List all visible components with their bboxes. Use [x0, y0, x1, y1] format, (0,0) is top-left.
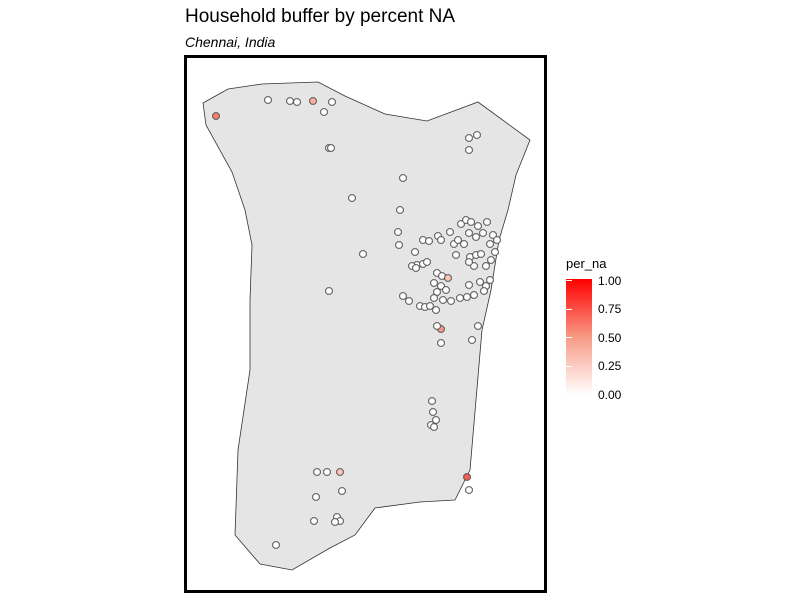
- household-buffer-point: [486, 240, 494, 248]
- household-buffers: [212, 96, 501, 549]
- plot-frame: [184, 55, 547, 593]
- household-buffer-point: [430, 423, 438, 431]
- household-buffer-point: [272, 541, 280, 549]
- household-buffer-point: [336, 468, 344, 476]
- household-buffer-point: [437, 282, 445, 290]
- household-buffer-point: [423, 258, 431, 266]
- chart-subtitle: Chennai, India: [185, 34, 276, 50]
- household-buffer-point: [491, 248, 499, 256]
- household-buffer-point: [465, 134, 473, 142]
- household-buffer-point: [463, 473, 471, 481]
- household-buffer-point: [465, 146, 473, 154]
- household-buffer-point: [429, 408, 437, 416]
- household-buffer-point: [405, 297, 413, 305]
- household-buffer-point: [432, 416, 440, 424]
- legend-tick-label: 0.00: [598, 388, 622, 402]
- household-buffer-point: [479, 229, 487, 237]
- legend-tick-label: 0.50: [598, 331, 622, 345]
- household-buffer-point: [493, 236, 501, 244]
- household-buffer-point: [476, 278, 484, 286]
- household-buffer-point: [264, 96, 272, 104]
- household-buffer-point: [312, 493, 320, 501]
- household-buffer-point: [399, 292, 407, 300]
- household-buffer-point: [331, 518, 339, 526]
- household-buffer-point: [433, 322, 441, 330]
- household-buffer-point: [465, 486, 473, 494]
- household-buffer-point: [328, 98, 336, 106]
- legend-title: per_na: [566, 256, 607, 271]
- household-buffer-point: [310, 517, 318, 525]
- household-buffer-point: [482, 262, 490, 270]
- household-buffer-point: [467, 218, 475, 226]
- household-buffer-point: [470, 291, 478, 299]
- household-buffer-point: [411, 248, 419, 256]
- household-buffer-point: [447, 297, 455, 305]
- household-buffer-point: [487, 256, 495, 264]
- household-buffer-point: [412, 264, 420, 272]
- household-buffer-point: [359, 250, 367, 258]
- household-buffer-point: [325, 287, 333, 295]
- household-buffer-point: [452, 251, 460, 259]
- legend-tickmark-025: [566, 366, 572, 367]
- household-buffer-point: [439, 296, 447, 304]
- legend-tickmark-000: [566, 394, 572, 395]
- household-buffer-point: [286, 97, 294, 105]
- household-buffer-point: [454, 236, 462, 244]
- household-buffer-point: [483, 218, 491, 226]
- household-buffer-point: [293, 98, 301, 106]
- household-buffer-point: [473, 131, 481, 139]
- household-buffer-point: [323, 468, 331, 476]
- household-buffer-point: [430, 294, 438, 302]
- legend-tickmark-050: [566, 337, 572, 338]
- chennai-boundary: [202, 81, 531, 571]
- household-buffer-point: [437, 339, 445, 347]
- household-buffer-point: [327, 144, 335, 152]
- household-buffer-point: [309, 97, 317, 105]
- legend-tick-label: 0.25: [598, 359, 622, 373]
- legend-tick-label: 0.75: [598, 302, 622, 316]
- household-buffer-point: [480, 287, 488, 295]
- household-buffer-point: [437, 236, 445, 244]
- legend-tick-label: 1.00: [598, 274, 622, 288]
- household-buffer-point: [419, 236, 427, 244]
- household-buffer-point: [472, 233, 480, 241]
- legend-tickmark-075: [566, 309, 572, 310]
- household-buffer-point: [468, 336, 476, 344]
- household-buffer-point: [395, 241, 403, 249]
- household-buffer-point: [444, 274, 452, 282]
- chart-title: Household buffer by percent NA: [185, 6, 456, 27]
- household-buffer-point: [433, 288, 441, 296]
- household-buffer-point: [428, 397, 436, 405]
- household-buffer-point: [465, 281, 473, 289]
- legend-tickmark-100: [566, 280, 572, 281]
- household-buffer-point: [463, 293, 471, 301]
- household-buffer-point: [477, 250, 485, 258]
- household-buffer-point: [338, 487, 346, 495]
- household-buffer-point: [399, 174, 407, 182]
- household-buffer-point: [348, 194, 356, 202]
- household-buffer-point: [456, 294, 464, 302]
- household-buffer-point: [446, 228, 454, 236]
- household-buffer-point: [394, 228, 402, 236]
- household-buffer-point: [396, 206, 404, 214]
- household-buffer-point: [425, 237, 433, 245]
- household-buffer-point: [430, 279, 438, 287]
- household-buffer-point: [426, 302, 434, 310]
- household-buffer-point: [432, 306, 440, 314]
- household-buffer-point: [465, 258, 473, 266]
- household-buffer-point: [438, 272, 446, 280]
- household-buffer-point: [313, 468, 321, 476]
- household-buffer-point: [320, 108, 328, 116]
- household-buffer-point: [474, 222, 482, 230]
- household-buffer-point: [486, 276, 494, 284]
- household-buffer-point: [474, 322, 482, 330]
- household-buffer-point: [465, 229, 473, 237]
- household-buffer-point: [442, 286, 450, 294]
- household-buffer-point: [212, 112, 220, 120]
